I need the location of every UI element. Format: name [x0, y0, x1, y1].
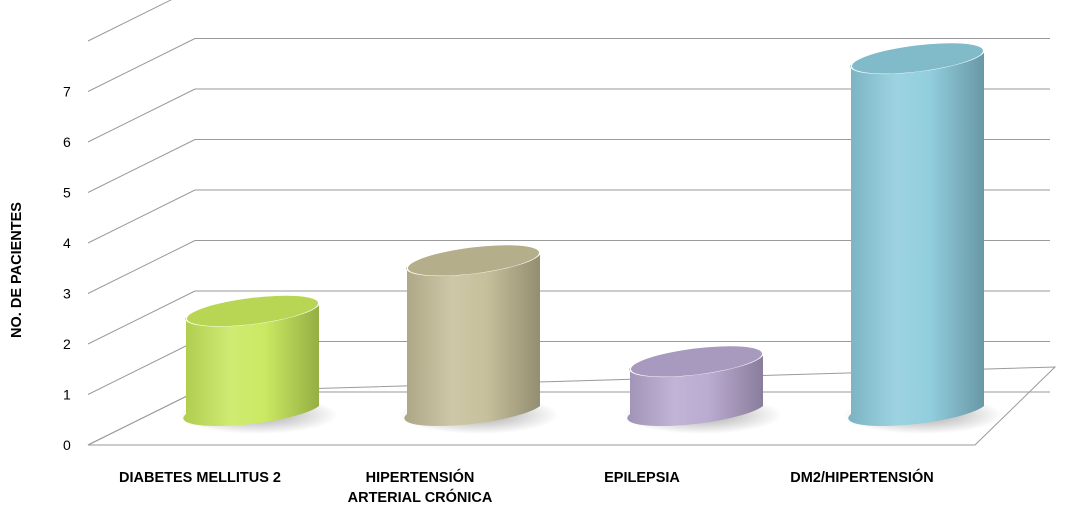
y-tick-label: 3 [63, 286, 71, 302]
y-axis-ticks: 0 1 2 3 4 5 6 7 [63, 84, 71, 454]
y-tick-label: 4 [63, 235, 71, 251]
y-axis-title: NO. DE PACIENTES [9, 202, 25, 338]
gridline-side [87, 38, 196, 92]
bar-body [183, 305, 319, 427]
bar [843, 43, 1003, 434]
y-tick-label: 7 [63, 84, 71, 100]
bar-body [404, 254, 540, 427]
y-tick-label: 2 [63, 336, 71, 352]
bar-top [407, 245, 540, 276]
gridline-side [87, 341, 196, 395]
floor-outline [87, 366, 1057, 446]
x-tick-label: DIABETES MELLITUS 2 [119, 470, 281, 486]
x-tick-label: HIPERTENSIÓN ARTERIAL CRÓNICA [348, 468, 493, 506]
bar-top [630, 346, 763, 377]
bar [399, 245, 559, 434]
bars [178, 43, 1003, 434]
gridline-side [87, 240, 196, 294]
chart-floor [87, 366, 1057, 446]
bar [178, 295, 338, 434]
bar-top [186, 295, 319, 327]
y-tick-label: 6 [63, 134, 71, 150]
gridline-side [87, 88, 196, 143]
gridline-side [87, 139, 196, 193]
bar-top [851, 43, 984, 74]
x-tick-label: EPILEPSIA [604, 470, 680, 486]
bar-body [848, 52, 984, 427]
y-tick-label: 5 [63, 185, 71, 201]
x-axis-labels: DIABETES MELLITUS 2 HIPERTENSIÓN ARTERIAL … [119, 468, 934, 506]
y-tick-label: 1 [63, 387, 71, 403]
y-tick-label: 0 [63, 437, 71, 453]
gridline-side [87, 0, 172, 42]
bar-body [627, 355, 763, 427]
gridline-side [87, 290, 196, 345]
gridline-side [87, 189, 196, 244]
x-tick-label: DM2/HIPERTENSIÓN [790, 468, 933, 486]
bar [622, 346, 782, 434]
